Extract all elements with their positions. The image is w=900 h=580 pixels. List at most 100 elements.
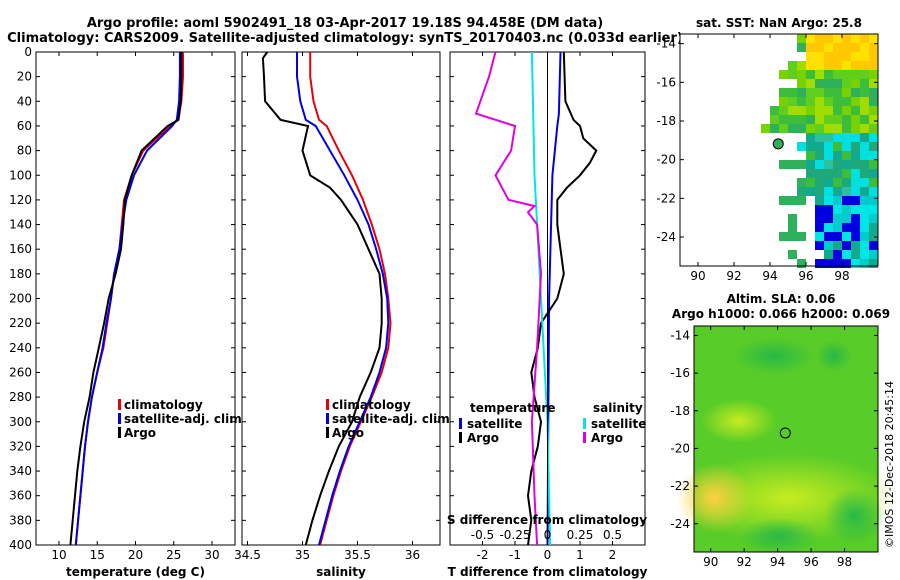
sst-cell bbox=[842, 61, 851, 70]
plot-frame bbox=[241, 51, 441, 546]
x-tick-label: 1 bbox=[576, 548, 584, 562]
sst-cell bbox=[851, 205, 860, 214]
y-tick-label: -16 bbox=[670, 366, 690, 380]
sst-cell bbox=[788, 124, 797, 133]
sst-cell bbox=[770, 106, 779, 115]
sst-cell bbox=[833, 124, 842, 133]
sst-cell bbox=[833, 169, 842, 178]
sst-cell bbox=[788, 88, 797, 97]
sst-cell bbox=[869, 259, 878, 268]
sst-cell bbox=[851, 133, 860, 142]
y-tick-label: 40 bbox=[17, 94, 32, 108]
sla-map-panel: 90 92 94 96 98 -14 -16 -18 -20 -22 -24 Altim. SLA: … bbox=[670, 292, 899, 569]
sst-cell bbox=[788, 223, 797, 232]
y-tick-label: 100 bbox=[9, 168, 32, 182]
sst-cell bbox=[779, 160, 788, 169]
sst-cell bbox=[860, 232, 869, 241]
x2-axis-label: S difference from climatology bbox=[447, 513, 647, 527]
sst-cell bbox=[815, 205, 824, 214]
sst-cell bbox=[833, 52, 842, 61]
legend-swatch bbox=[583, 432, 586, 443]
sst-cell bbox=[824, 250, 833, 259]
plot-frame bbox=[35, 51, 236, 546]
sst-cell bbox=[833, 151, 842, 160]
legend-label: Argo bbox=[124, 426, 156, 440]
sst-cell bbox=[860, 133, 869, 142]
sst-cell bbox=[833, 61, 842, 70]
y-tick-label: 220 bbox=[9, 316, 32, 330]
x2-tick-label: 0.5 bbox=[603, 528, 622, 542]
sst-cell bbox=[779, 70, 788, 79]
sst-cell bbox=[860, 142, 869, 151]
map-subtitle: Argo h1000: 0.066 h2000: 0.069 bbox=[672, 307, 890, 321]
sst-cell bbox=[851, 79, 860, 88]
x2-tick-label: -0.25 bbox=[499, 528, 530, 542]
sst-cell bbox=[869, 160, 878, 169]
map-frame bbox=[679, 33, 879, 267]
legend-swatch bbox=[326, 399, 329, 410]
sst-cell bbox=[824, 187, 833, 196]
sst-cell bbox=[842, 151, 851, 160]
sst-cell bbox=[833, 106, 842, 115]
sst-cell bbox=[788, 232, 797, 241]
sst-cell bbox=[860, 88, 869, 97]
sst-cell bbox=[860, 160, 869, 169]
legend-swatch bbox=[459, 432, 462, 443]
legend-label: Argo bbox=[467, 431, 499, 445]
sst-cell bbox=[869, 52, 878, 61]
sst-cell bbox=[779, 232, 788, 241]
sst-cell bbox=[815, 70, 824, 79]
sst-cell bbox=[860, 97, 869, 106]
sst-cell bbox=[851, 70, 860, 79]
sst-cell bbox=[833, 43, 842, 52]
sst-cell bbox=[833, 250, 842, 259]
x-tick-label: 98 bbox=[834, 269, 849, 283]
series-line-temperature-argo bbox=[526, 51, 598, 546]
sst-cell bbox=[833, 232, 842, 241]
y-tick-label: 60 bbox=[17, 119, 32, 133]
sst-cell bbox=[806, 151, 815, 160]
x-tick-label: 94 bbox=[762, 269, 777, 283]
sst-cell bbox=[824, 232, 833, 241]
sst-cell bbox=[770, 124, 779, 133]
sst-cell bbox=[806, 70, 815, 79]
x-tick-label: 98 bbox=[837, 555, 852, 569]
sst-cell bbox=[797, 178, 806, 187]
sst-cell bbox=[806, 61, 815, 70]
sst-cell bbox=[860, 43, 869, 52]
sst-cell bbox=[815, 169, 824, 178]
sst-cell bbox=[842, 106, 851, 115]
series-line-satellite-adj-clim- bbox=[296, 52, 390, 546]
sst-cell bbox=[797, 196, 806, 205]
x-axis-label: salinity bbox=[316, 565, 366, 579]
y-tick-label: 160 bbox=[9, 242, 32, 256]
sst-cell bbox=[824, 196, 833, 205]
sst-cell bbox=[842, 232, 851, 241]
sst-cell bbox=[851, 106, 860, 115]
sst-cell bbox=[833, 241, 842, 250]
sst-cell bbox=[815, 241, 824, 250]
sst-cell bbox=[860, 214, 869, 223]
y-tick-label: 200 bbox=[9, 292, 32, 306]
sst-cell bbox=[788, 97, 797, 106]
imos-credit: ©IMOS 12-Dec-2018 20:45:14 bbox=[883, 381, 896, 548]
sst-cell bbox=[824, 70, 833, 79]
sst-cell bbox=[842, 160, 851, 169]
sst-cell bbox=[806, 97, 815, 106]
sst-cell bbox=[806, 34, 815, 43]
y-tick-label: -20 bbox=[670, 441, 690, 455]
sst-map-panel: 90 92 94 96 98 -14 -16 -18 -20 -22 -24 sat. SST: Na… bbox=[656, 16, 879, 283]
sst-cell bbox=[860, 196, 869, 205]
x-tick-label: 96 bbox=[803, 555, 818, 569]
sst-cell bbox=[824, 169, 833, 178]
sst-cell bbox=[797, 61, 806, 70]
sst-cell bbox=[824, 88, 833, 97]
sst-cell bbox=[851, 97, 860, 106]
sst-cell bbox=[815, 52, 824, 61]
sst-cell bbox=[851, 178, 860, 187]
sst-cell bbox=[797, 70, 806, 79]
sst-cell bbox=[842, 79, 851, 88]
sst-cell bbox=[815, 115, 824, 124]
x-tick-label: -2 bbox=[477, 548, 489, 562]
sst-cell bbox=[869, 97, 878, 106]
